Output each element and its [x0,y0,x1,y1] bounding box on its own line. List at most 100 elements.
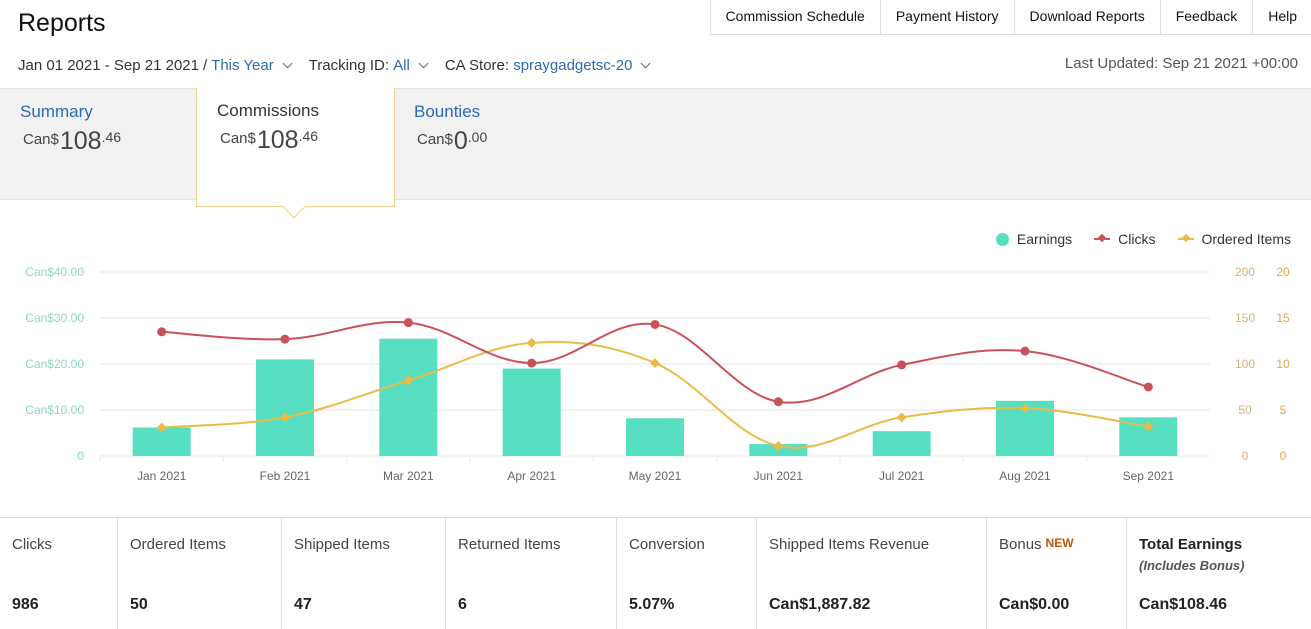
earnings-bar [872,431,931,456]
nav-payment-history[interactable]: Payment History [881,0,1015,35]
tab-bounties-label: Bounties [414,102,481,121]
chevron-down-icon [282,58,293,68]
tab-bounties-amount: Can$ 0 .00 [414,127,571,156]
tracking-id-label: Tracking ID: [308,56,389,74]
ordered-items-point [896,412,907,423]
stats-bar: Clicks 986 Ordered Items 50 Shipped Item… [0,517,1311,629]
clicks-point [280,334,290,344]
filter-bar: Jan 01 2021 - Sep 21 2021 / This Year Tr… [18,55,667,75]
currency-label: Can$ [23,131,59,148]
date-range-dropdown[interactable]: Jan 01 2021 - Sep 21 2021 / This Year [18,56,293,74]
legend-clicks[interactable]: Clicks [1094,231,1156,247]
stat-label: Clicks [12,536,52,553]
right-axis-clicks-tick: 0 [1242,449,1249,463]
left-axis-tick: Can$20.00 [25,357,84,371]
ordered-items-point [650,358,660,369]
clicks-point [650,319,660,329]
store-label: CA Store: [444,56,510,74]
x-axis-tick-label: Sep 2021 [1123,469,1175,483]
amount-whole: 108 [59,127,102,155]
currency-label: Can$ [417,131,453,148]
stat-value: Can$1,887.82 [769,596,871,613]
earnings-swatch [995,232,1009,246]
stat-label: Shipped Items Revenue [769,536,930,553]
x-axis-tick-label: Jun 2021 [754,469,804,483]
store-value: spraygadgetsc-20 [513,56,633,74]
stat-value: Can$108.46 [1139,596,1228,613]
page-title: Reports [18,9,106,37]
stat-value: 986 [12,596,39,613]
tab-bounties[interactable]: Bounties Can$ 0 .00 [395,89,591,200]
x-axis-tick-label: Jan 2021 [137,469,187,483]
left-axis-tick: 0 [77,449,84,463]
left-axis-tick: Can$10.00 [25,403,84,417]
stat-conversion: Conversion 5.07% [617,518,757,629]
right-axis-ordered-tick: 15 [1276,311,1290,325]
stat-value: Can$0.00 [999,596,1070,613]
x-axis-tick-label: Mar 2021 [383,469,434,483]
x-axis-tick-label: May 2021 [629,469,682,483]
period-value: This Year [211,56,274,74]
stat-clicks: Clicks 986 [0,518,118,629]
legend-ordered-items[interactable]: Ordered Items [1177,231,1291,247]
tab-commissions-label: Commissions [217,101,320,120]
left-axis-tick: Can$40.00 [25,265,84,279]
chart-legend: Earnings Clicks Ordered Items [974,231,1291,247]
clicks-swatch [1094,238,1111,240]
x-axis-tick-label: Jul 2021 [879,469,925,483]
ordered-items-point [156,422,167,433]
right-axis-ordered-tick: 5 [1280,403,1287,417]
legend-earnings[interactable]: Earnings [995,231,1073,247]
legend-ordered-items-label: Ordered Items [1201,231,1291,247]
right-axis-clicks-tick: 100 [1235,357,1255,371]
clicks-point [773,397,783,407]
nav-help[interactable]: Help [1268,8,1297,24]
x-axis-tick-label: Aug 2021 [999,469,1051,483]
tracking-id-dropdown[interactable]: Tracking ID: All [308,56,429,74]
clicks-point [1143,382,1153,392]
ordered-items-point [280,412,290,423]
ordered-items-point [1143,421,1154,432]
nav-feedback[interactable]: Feedback [1161,0,1254,35]
earnings-bar [256,359,314,456]
stat-sub: (Includes Bonus) [1139,558,1245,573]
stat-returned-items: Returned Items 6 [446,518,617,629]
right-axis-ordered-tick: 0 [1280,449,1287,463]
earnings-bar [502,368,561,456]
stat-value: 50 [130,596,148,613]
stat-shipped-items: Shipped Items 47 [282,518,446,629]
earnings-bar [626,418,684,456]
stat-label: Conversion [629,536,705,553]
clicks-point [403,318,413,328]
stat-shipped-revenue: Shipped Items Revenue Can$1,887.82 [757,518,987,629]
nav-commission-schedule[interactable]: Commission Schedule [711,0,881,35]
store-dropdown[interactable]: CA Store: spraygadgetsc-20 [444,56,651,74]
clicks-point [157,327,167,337]
amount-cents: .00 [467,129,488,145]
clicks-point [1020,346,1030,356]
right-axis-clicks-tick: 150 [1235,311,1255,325]
tab-commissions[interactable]: Commissions Can$ 108 .46 [196,88,395,219]
stat-label: Returned Items [458,536,561,553]
stat-label: Bonus NEW [999,536,1114,553]
stat-value: 5.07% [629,596,675,613]
stat-label: Ordered Items [130,536,226,553]
last-updated: Last Updated: Sep 21 2021 +00:00 [1064,55,1298,72]
left-axis-tick: Can$30.00 [25,311,84,325]
clicks-point [527,358,537,368]
date-range-text: Jan 01 2021 - Sep 21 2021 [18,56,199,74]
tracking-id-value: All [393,56,410,74]
stat-label: Total Earnings [1139,536,1243,553]
amount-whole: 108 [256,126,299,154]
tab-summary[interactable]: Summary Can$ 108 .46 [0,89,196,200]
tab-summary-amount: Can$ 108 .46 [20,127,176,156]
chevron-down-icon [418,58,429,68]
tab-summary-label: Summary [20,102,93,121]
legend-earnings-label: Earnings [1016,231,1073,247]
nav-download-reports[interactable]: Download Reports [1015,0,1161,35]
right-axis-clicks-tick: 200 [1235,265,1255,279]
date-separator: / [202,56,208,74]
stat-total-earnings: Total Earnings (Includes Bonus) Can$108.… [1127,518,1311,629]
top-nav: Commission Schedule Payment History Down… [709,0,1311,35]
right-axis-clicks-tick: 50 [1238,403,1252,417]
